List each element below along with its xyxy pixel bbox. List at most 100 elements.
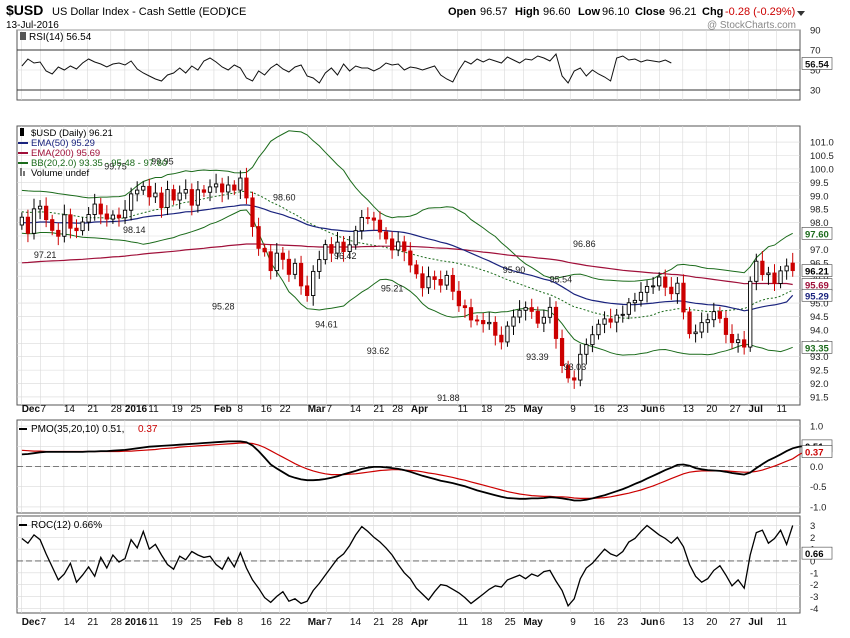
ytick-label: 96.5 <box>810 258 829 269</box>
xaxis-label: 8 <box>237 617 243 628</box>
ytick-label: 100.0 <box>810 164 834 175</box>
xaxis-label: Feb <box>214 617 232 628</box>
ytick-label: -1 <box>810 568 818 579</box>
candle-body <box>353 230 358 246</box>
candle-body <box>159 192 164 209</box>
badge-bb-upper: 97.60 <box>805 229 829 240</box>
candle-body <box>80 221 85 232</box>
price-legend-label: EMA(50) 95.29 <box>31 138 95 149</box>
candle-body <box>171 189 176 201</box>
pmo-line <box>21 440 806 502</box>
xaxis-label: 25 <box>505 617 517 628</box>
price-legend-label: EMA(200) 95.69 <box>31 148 100 159</box>
chg-value: -0.28 (-0.29%) <box>725 6 795 18</box>
price-annotation: 98.14 <box>123 225 146 235</box>
candle-body <box>608 318 613 323</box>
candle-body <box>104 213 109 220</box>
bb-lower-line <box>21 209 793 356</box>
ytick-label: 93.0 <box>810 352 829 363</box>
candle-body <box>262 247 267 253</box>
candle-body <box>268 251 273 272</box>
candle-body <box>110 214 116 220</box>
xaxis-label: 21 <box>87 617 99 628</box>
price-annotation: 93.03 <box>564 362 587 372</box>
candle-body <box>499 334 504 343</box>
candle-body <box>74 227 79 232</box>
badge-bb-lower-box <box>801 341 833 354</box>
candle-body <box>317 259 322 272</box>
xaxis-label: 20 <box>706 617 718 628</box>
candle-body <box>68 214 73 229</box>
xaxis-label: Jun <box>641 404 659 415</box>
legend-swatch-volume <box>23 171 25 176</box>
candle-body <box>596 323 601 336</box>
ytick-label: -1.0 <box>810 502 826 513</box>
xaxis-label: 11 <box>777 404 788 415</box>
rsi-line <box>21 52 672 84</box>
xaxis-label: Apr <box>411 617 428 628</box>
candle-body <box>383 231 389 240</box>
candle-body <box>784 265 789 272</box>
bb-upper-line <box>21 130 793 282</box>
ytick-label: 0.0 <box>810 462 823 473</box>
ytick-label: 30 <box>810 86 821 97</box>
candle-body <box>426 276 431 289</box>
price-annotation: 95.90 <box>503 265 526 275</box>
xaxis-label: 11 <box>148 617 159 628</box>
low-label: Low <box>578 6 600 18</box>
ytick-label: 0 <box>810 556 815 567</box>
xaxis-label: 16 <box>594 404 606 415</box>
candle-body <box>772 272 777 284</box>
xaxis-label: 13 <box>683 617 695 628</box>
candle-body <box>116 214 122 219</box>
candle-body <box>790 262 795 272</box>
candle-body <box>584 344 589 355</box>
candle-body <box>189 189 194 206</box>
candle-body <box>86 214 91 223</box>
candle-body <box>365 217 370 219</box>
xaxis-label: 22 <box>280 404 292 415</box>
candle-body <box>590 334 595 346</box>
candle-body <box>280 252 285 260</box>
candle-body <box>213 183 219 188</box>
candle-body <box>638 291 644 301</box>
xaxis-label: 22 <box>280 617 292 628</box>
price-annotation: 99.95 <box>151 156 174 166</box>
xaxis-label: 18 <box>481 617 493 628</box>
candle-body <box>420 273 425 289</box>
candle-body <box>359 217 364 232</box>
ytick-label: 50 <box>810 66 821 77</box>
xaxis-label: Jul <box>748 404 763 415</box>
triangle-down-icon[interactable] <box>797 11 805 16</box>
badge-ema200: 95.69 <box>805 281 829 292</box>
close-value: 96.21 <box>669 6 697 18</box>
xaxis-label: 21 <box>373 617 385 628</box>
price-annotation: 91.88 <box>437 393 460 403</box>
candle-body <box>220 183 225 193</box>
candle-body <box>778 270 783 284</box>
exchange-label: ICE <box>228 6 246 18</box>
candle-body <box>578 353 583 381</box>
candle-body <box>614 314 619 323</box>
bb-middle-line <box>21 190 793 319</box>
xaxis-label: 11 <box>458 404 469 415</box>
candle-body <box>238 177 243 191</box>
candle-body <box>347 244 352 252</box>
legend-swatch-candle <box>20 128 24 136</box>
ytick-label: 99.5 <box>810 178 829 189</box>
xaxis-label: 21 <box>373 404 385 415</box>
xaxis-label: Mar <box>308 404 326 415</box>
price-annotation: 93.62 <box>367 346 390 356</box>
xaxis-label: 28 <box>392 617 404 628</box>
candle-body <box>298 262 304 287</box>
chart-date: 13-Jul-2016 <box>6 20 59 31</box>
price-annotation: 96.42 <box>334 251 357 261</box>
candle-body <box>292 262 298 275</box>
candle-body <box>505 325 510 343</box>
candle-body <box>250 197 255 228</box>
ytick-label: 2 <box>810 533 815 544</box>
ytick-label: 101.0 <box>810 138 834 149</box>
candle-body <box>468 307 474 321</box>
xaxis-label: 28 <box>111 617 123 628</box>
candle-body <box>377 219 383 233</box>
